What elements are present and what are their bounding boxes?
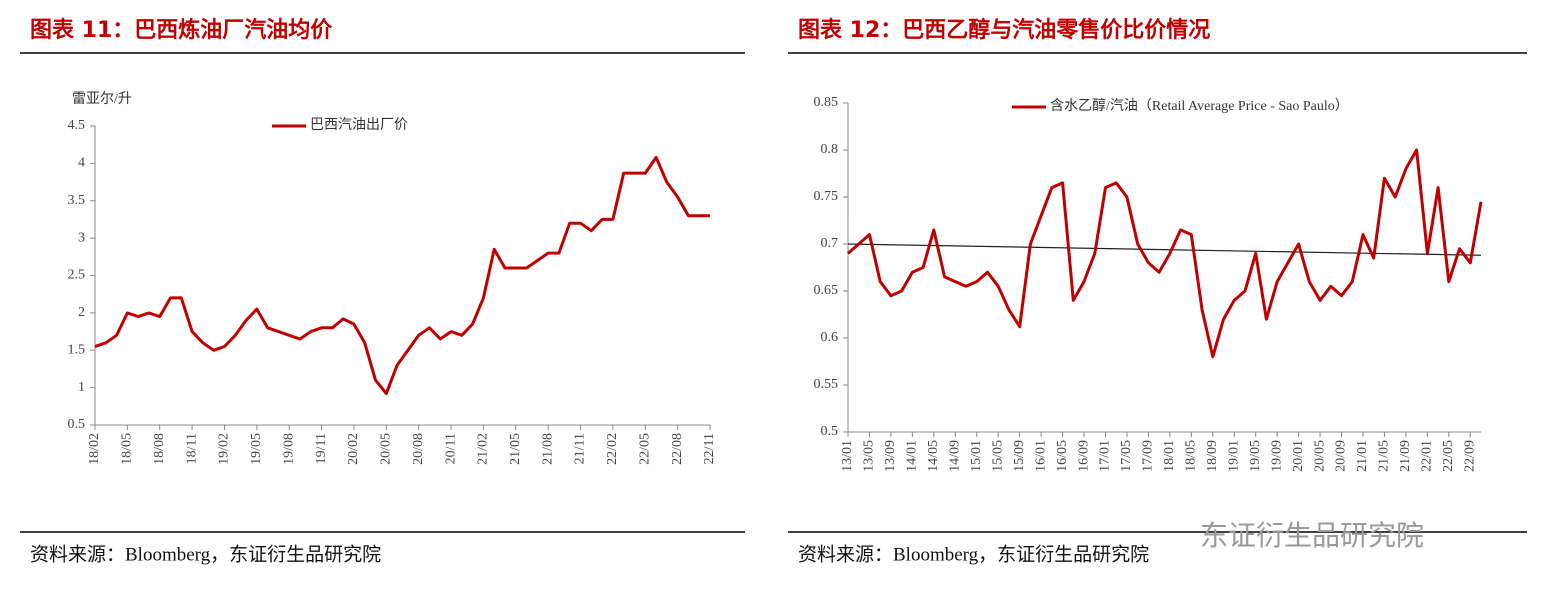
x-tick-label: 20/09 [1334, 440, 1349, 472]
x-tick-label: 22/08 [670, 433, 685, 465]
x-tick-label: 19/11 [314, 433, 329, 464]
y-tick-label: 0.5 [821, 424, 839, 439]
y-tick-label: 0.7 [821, 236, 839, 251]
legend-label: 含水乙醇/汽油（Retail Average Price - Sao Paulo… [1050, 97, 1349, 114]
x-tick-label: 14/09 [948, 440, 963, 472]
y-tick-label: 4 [78, 156, 85, 171]
y-tick-label: 4.5 [68, 118, 86, 133]
x-tick-label: 13/09 [883, 440, 898, 472]
x-tick-label: 21/01 [1355, 440, 1370, 472]
y-tick-label: 0.6 [821, 330, 839, 345]
x-tick-label: 13/01 [840, 440, 855, 472]
x-tick-label: 18/08 [152, 433, 167, 465]
x-tick-label: 17/09 [1141, 440, 1156, 472]
x-tick-label: 19/05 [1248, 440, 1263, 472]
y-tick-label: 0.55 [814, 377, 839, 392]
x-tick-label: 20/08 [411, 433, 426, 465]
x-tick-label: 13/05 [862, 440, 877, 472]
x-tick-label: 18/05 [120, 433, 135, 465]
chart-title: 图表 12：巴西乙醇与汽油零售价比价情况 [798, 17, 1210, 43]
x-tick-label: 18/02 [87, 433, 102, 465]
y-tick-label: 3 [78, 230, 85, 245]
x-tick-label: 21/05 [1377, 440, 1392, 472]
x-tick-label: 17/05 [1119, 440, 1134, 472]
x-tick-label: 17/01 [1098, 440, 1113, 472]
x-tick-label: 22/09 [1462, 440, 1477, 472]
source: 资料来源：Bloomberg，东证衍生品研究院 [30, 543, 381, 565]
x-tick-label: 19/02 [217, 433, 232, 465]
x-tick-label: 18/09 [1205, 440, 1220, 472]
x-tick-label: 21/09 [1398, 440, 1413, 472]
x-tick-label: 15/09 [1012, 440, 1027, 472]
x-tick-label: 19/05 [249, 433, 264, 465]
x-tick-label: 16/01 [1033, 440, 1048, 472]
x-tick-label: 20/05 [1312, 440, 1327, 472]
y-tick-label: 2 [78, 305, 85, 320]
y-axis-label: 雷亚尔/升 [72, 91, 132, 107]
x-tick-label: 18/05 [1184, 440, 1199, 472]
legend-label: 巴西汽油出厂价 [310, 117, 408, 133]
x-tick-label: 16/09 [1076, 440, 1091, 472]
source: 资料来源：Bloomberg，东证衍生品研究院 [798, 543, 1149, 565]
x-tick-label: 21/08 [540, 433, 555, 465]
chart-title: 图表 11：巴西炼油厂汽油均价 [30, 17, 333, 43]
x-tick-label: 22/11 [702, 433, 717, 464]
x-tick-label: 22/01 [1420, 440, 1435, 472]
x-tick-label: 20/11 [443, 433, 458, 464]
x-tick-label: 16/05 [1055, 440, 1070, 472]
trend-line [847, 243, 1482, 256]
x-tick-label: 19/08 [281, 433, 296, 465]
y-tick-label: 0.75 [814, 189, 839, 204]
x-tick-label: 14/05 [926, 440, 941, 472]
x-tick-label: 20/05 [379, 433, 394, 465]
data-line [94, 155, 710, 396]
x-tick-label: 22/05 [1441, 440, 1456, 472]
y-tick-label: 1 [78, 380, 85, 395]
x-tick-label: 18/01 [1162, 440, 1177, 472]
x-tick-label: 21/05 [508, 433, 523, 465]
y-tick-label: 3.5 [68, 193, 86, 208]
x-tick-label: 21/02 [476, 433, 491, 465]
watermark: 东证衍生品研究院 [1200, 519, 1424, 552]
x-tick-label: 20/01 [1291, 440, 1306, 472]
x-tick-label: 22/02 [605, 433, 620, 465]
x-tick-label: 15/05 [990, 440, 1005, 472]
x-tick-label: 22/05 [637, 433, 652, 465]
x-tick-label: 20/02 [346, 433, 361, 465]
x-tick-label: 14/01 [905, 440, 920, 472]
x-tick-label: 19/01 [1226, 440, 1241, 472]
x-tick-label: 21/11 [573, 433, 588, 464]
y-tick-label: 0.8 [821, 142, 839, 157]
data-line [847, 148, 1483, 359]
y-tick-label: 1.5 [68, 342, 86, 357]
x-tick-label: 19/09 [1269, 440, 1284, 472]
y-tick-label: 0.85 [814, 95, 839, 110]
y-tick-label: 2.5 [68, 268, 86, 283]
y-tick-label: 0.65 [814, 283, 839, 298]
x-tick-label: 15/01 [969, 440, 984, 472]
x-tick-label: 18/11 [184, 433, 199, 464]
y-tick-label: 0.5 [68, 417, 86, 432]
